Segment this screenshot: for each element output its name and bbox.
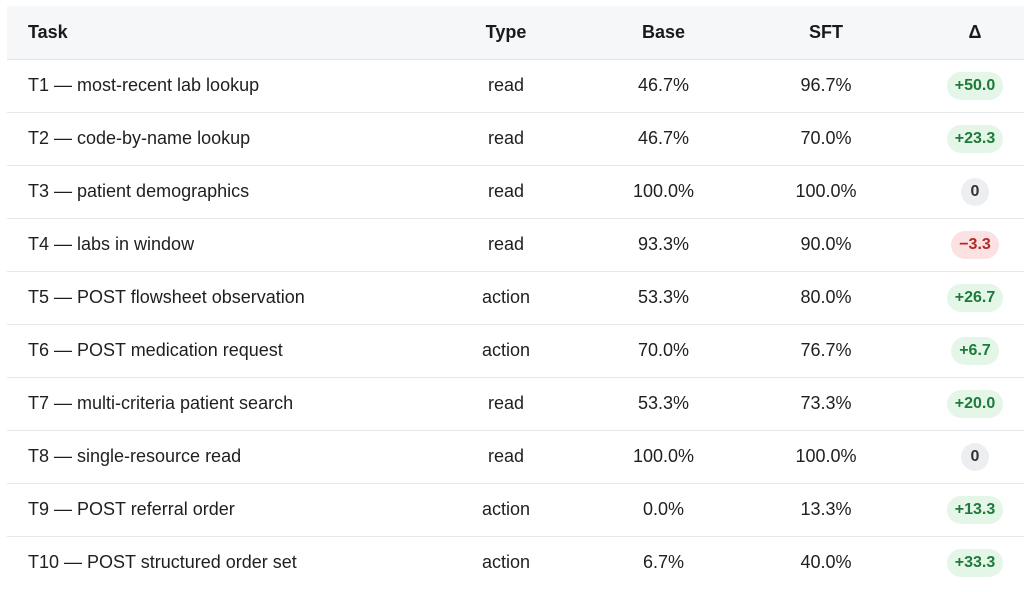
header-delta: Δ bbox=[911, 6, 1024, 60]
sft-score-cell: 76.7% bbox=[741, 324, 911, 378]
table-row: T5 — POST flowsheet observation action 53.… bbox=[7, 271, 1024, 325]
table-header-row: Task Type Base SFT Δ bbox=[7, 6, 1024, 60]
delta-cell: 0 bbox=[911, 165, 1024, 219]
task-cell: T8 — single-resource read bbox=[7, 430, 426, 484]
sft-score-cell: 80.0% bbox=[741, 271, 911, 325]
type-cell: read bbox=[426, 430, 586, 484]
task-cell: T1 — most-recent lab lookup bbox=[7, 59, 426, 113]
base-score-cell: 100.0% bbox=[586, 165, 741, 219]
table-row: T3 — patient demographics read 100.0% 100.0… bbox=[7, 165, 1024, 219]
type-cell: read bbox=[426, 59, 586, 113]
sft-score-cell: 90.0% bbox=[741, 218, 911, 272]
delta-cell: 0 bbox=[911, 430, 1024, 484]
base-score-cell: 93.3% bbox=[586, 218, 741, 272]
delta-cell: +13.3 bbox=[911, 483, 1024, 537]
delta-badge: −3.3 bbox=[951, 230, 999, 259]
results-table-container: Task Type Base SFT Δ T1 — most-recent la… bbox=[7, 6, 1024, 589]
delta-badge: +50.0 bbox=[946, 71, 1004, 100]
delta-cell: +26.7 bbox=[911, 271, 1024, 325]
delta-badge: +6.7 bbox=[951, 336, 999, 365]
delta-badge: 0 bbox=[961, 177, 989, 206]
task-cell: T7 — multi-criteria patient search bbox=[7, 377, 426, 431]
table-row: T4 — labs in window read 93.3% 90.0% −3.3 bbox=[7, 218, 1024, 272]
task-cell: T5 — POST flowsheet observation bbox=[7, 271, 426, 325]
base-score-cell: 53.3% bbox=[586, 271, 741, 325]
type-cell: action bbox=[426, 271, 586, 325]
header-base: Base bbox=[586, 6, 741, 60]
delta-cell: +50.0 bbox=[911, 59, 1024, 113]
delta-badge: +20.0 bbox=[946, 389, 1004, 418]
base-score-cell: 100.0% bbox=[586, 430, 741, 484]
table-row: T1 — most-recent lab lookup read 46.7% 96.7… bbox=[7, 59, 1024, 113]
delta-badge: 0 bbox=[961, 442, 989, 471]
base-score-cell: 53.3% bbox=[586, 377, 741, 431]
type-cell: action bbox=[481, 552, 531, 573]
task-cell: T3 — patient demographics bbox=[7, 165, 426, 219]
sft-score-cell: 100.0% bbox=[741, 165, 911, 219]
type-cell: read bbox=[426, 218, 586, 272]
base-score-cell: 46.7% bbox=[586, 112, 741, 166]
delta-badge: +13.3 bbox=[946, 495, 1004, 524]
header-sft: SFT bbox=[741, 6, 911, 60]
base-score-cell: 46.7% bbox=[586, 59, 741, 113]
results-table: Task Type Base SFT Δ T1 — most-recent la… bbox=[7, 6, 1024, 589]
delta-cell: +23.3 bbox=[911, 112, 1024, 166]
type-cell: action bbox=[426, 483, 586, 537]
sft-score-cell: 73.3% bbox=[741, 377, 911, 431]
delta-cell: −3.3 bbox=[911, 218, 1024, 272]
table-row: T10 — POST structured order set action 6.7… bbox=[7, 536, 1024, 589]
sft-score-cell: 96.7% bbox=[741, 59, 911, 113]
task-cell: T10 — POST structured order set bbox=[28, 552, 297, 573]
type-cell: read bbox=[426, 377, 586, 431]
delta-badge: +26.7 bbox=[946, 283, 1004, 312]
delta-cell: +6.7 bbox=[911, 324, 1024, 378]
table-row: T6 — POST medication request action 70.0% 7… bbox=[7, 324, 1024, 378]
header-task: Task bbox=[7, 6, 426, 60]
sft-score-cell: 13.3% bbox=[741, 483, 911, 537]
base-score-cell: 6.7% bbox=[642, 552, 685, 573]
delta-cell: +20.0 bbox=[911, 377, 1024, 431]
task-cell: T4 — labs in window bbox=[7, 218, 426, 272]
header-type: Type bbox=[426, 6, 586, 60]
base-score-cell: 70.0% bbox=[586, 324, 741, 378]
base-score-cell: 0.0% bbox=[586, 483, 741, 537]
table-body: T1 — most-recent lab lookup read 46.7% 96.7… bbox=[7, 59, 1024, 589]
table-row: T7 — multi-criteria patient search read 53… bbox=[7, 377, 1024, 431]
type-cell: action bbox=[426, 324, 586, 378]
sft-score-cell: 70.0% bbox=[741, 112, 911, 166]
delta-cell: +33.3 bbox=[911, 536, 1024, 589]
table-row: T8 — single-resource read read 100.0% 100.0… bbox=[7, 430, 1024, 484]
task-cell: T2 — code-by-name lookup bbox=[7, 112, 426, 166]
type-cell: read bbox=[426, 165, 586, 219]
sft-score-cell: 40.0% bbox=[800, 552, 852, 573]
type-cell: read bbox=[426, 112, 586, 166]
task-cell: T6 — POST medication request bbox=[7, 324, 426, 378]
task-cell: T9 — POST referral order bbox=[7, 483, 426, 537]
delta-badge: +23.3 bbox=[946, 124, 1004, 153]
sft-score-cell: 100.0% bbox=[741, 430, 911, 484]
table-row: T2 — code-by-name lookup read 46.7% 70.0% +2… bbox=[7, 112, 1024, 166]
table-row: T9 — POST referral order action 0.0% 13.3% +… bbox=[7, 483, 1024, 537]
delta-badge: +33.3 bbox=[946, 548, 1004, 577]
